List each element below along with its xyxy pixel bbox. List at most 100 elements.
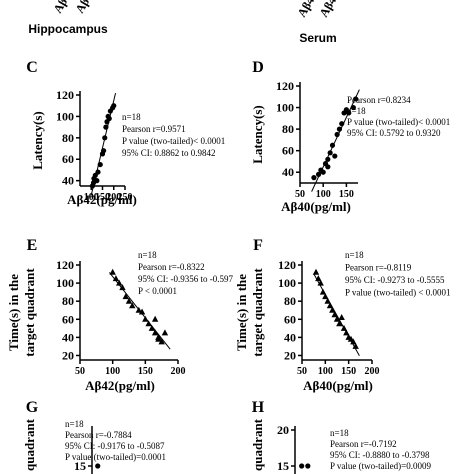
- y-axis-label: target quadrant: [250, 268, 265, 357]
- point: [320, 169, 326, 175]
- annotation: 95% CI: -0.9176 to -0.5087: [65, 441, 165, 451]
- panel-label: G: [26, 399, 39, 416]
- y-tick-label: 60: [62, 312, 74, 326]
- annotation: Pearson r=-0.8119: [345, 263, 412, 273]
- y-tick-label: 20: [62, 348, 74, 362]
- x-tick-label: 250: [118, 192, 133, 203]
- point: [315, 275, 322, 282]
- x-tick-label: 100: [318, 366, 333, 377]
- point: [111, 103, 117, 109]
- x-tick-label: 150: [341, 366, 356, 377]
- point: [346, 110, 352, 116]
- annotation: Pearson r=0.8234: [347, 95, 411, 105]
- annotation: P < 0.0001: [138, 286, 177, 296]
- point: [329, 142, 336, 148]
- y-tick-label: 100: [278, 276, 296, 290]
- point: [327, 150, 333, 156]
- annotation: P value (two-tailed)=0.0009: [330, 461, 431, 471]
- point: [331, 311, 338, 318]
- y-tick-label: 60: [284, 312, 296, 326]
- point: [322, 293, 329, 300]
- annotation: n=18: [122, 112, 141, 122]
- x-tick-label: 50: [75, 366, 85, 377]
- group-label: Aβ42: [294, 0, 320, 20]
- annotation: Pearson r=0.9571: [122, 124, 186, 134]
- point: [119, 284, 126, 291]
- x-tick-label: 150: [95, 192, 110, 203]
- x-tick-label: 200: [365, 366, 380, 377]
- y-axis-label: target quadrant: [22, 268, 37, 357]
- x-axis-label: Aβ40(pg/ml): [281, 199, 351, 214]
- y-tick-label: 80: [284, 294, 296, 308]
- point: [151, 315, 159, 322]
- point: [145, 320, 152, 327]
- y-tick-label: 15: [74, 459, 86, 473]
- point: [103, 124, 109, 130]
- point: [102, 135, 108, 141]
- point: [312, 268, 320, 275]
- point: [350, 104, 356, 111]
- x-tick-label: 150: [339, 189, 354, 200]
- panel-label: C: [26, 59, 38, 76]
- annotation: n=18: [347, 106, 366, 116]
- point: [315, 171, 322, 177]
- point: [352, 342, 359, 349]
- panel-label: D: [252, 59, 264, 76]
- y-tick-label: 15: [277, 459, 289, 473]
- annotation: P value (two-tailed)< 0.0001: [122, 136, 225, 146]
- y-tick-label: 60: [62, 152, 74, 166]
- point: [343, 329, 350, 336]
- point: [333, 315, 341, 322]
- point: [135, 306, 142, 313]
- point: [324, 297, 331, 304]
- point: [325, 156, 331, 162]
- y-tick-label: 40: [62, 174, 74, 188]
- annotation: 95% CI: -0.9356 to -0.597: [138, 274, 233, 284]
- y-tick-label: 40: [62, 330, 74, 344]
- point: [326, 302, 334, 309]
- y-tick-label: 80: [62, 294, 74, 308]
- point: [116, 279, 123, 286]
- point: [336, 320, 343, 327]
- point: [158, 338, 165, 345]
- point: [317, 279, 324, 286]
- point: [329, 306, 336, 313]
- x-axis-label: Aβ42(pg/ml): [67, 192, 137, 207]
- point: [340, 324, 348, 331]
- x-axis-label: Aβ40(pg/ml): [303, 378, 373, 393]
- y-tick-label: 80: [282, 122, 294, 136]
- point: [319, 288, 327, 295]
- y-tick-label: 120: [56, 258, 74, 272]
- annotation: n=18: [138, 250, 157, 260]
- y-tick-label: 120: [278, 258, 296, 272]
- section-title: Hippocampus: [28, 22, 108, 36]
- y-tick-label: 40: [282, 165, 294, 179]
- panel-label: F: [253, 237, 263, 254]
- point: [142, 315, 149, 322]
- annotation: P value (two-tailed) < 0.0001: [345, 288, 450, 298]
- x-tick-label: 50: [297, 366, 307, 377]
- x-tick-label: 50: [295, 189, 305, 200]
- point: [338, 313, 345, 320]
- y-tick-label: 100: [56, 276, 74, 290]
- y-tick-label: 40: [284, 330, 296, 344]
- point: [106, 115, 112, 122]
- point: [151, 329, 159, 336]
- y-tick-label: 20: [284, 348, 296, 362]
- panel-label: E: [27, 237, 38, 254]
- point: [350, 338, 357, 345]
- group-label: Aβ40: [316, 0, 342, 20]
- annotation: n=18: [65, 419, 84, 429]
- group-label: Aβ40: [72, 0, 98, 16]
- x-tick-label: 100: [316, 189, 331, 200]
- y-axis-label: Time(s) in the: [234, 274, 249, 351]
- y-axis-label: Time(s) in the: [6, 274, 21, 351]
- point: [339, 121, 345, 127]
- annotation: n=18: [345, 250, 364, 260]
- point: [325, 164, 331, 170]
- point: [336, 126, 343, 132]
- section-title: Serum: [299, 31, 336, 45]
- y-tick-label: 120: [56, 88, 74, 102]
- x-tick-label: 150: [138, 366, 153, 377]
- y-tick-label: 80: [62, 131, 74, 145]
